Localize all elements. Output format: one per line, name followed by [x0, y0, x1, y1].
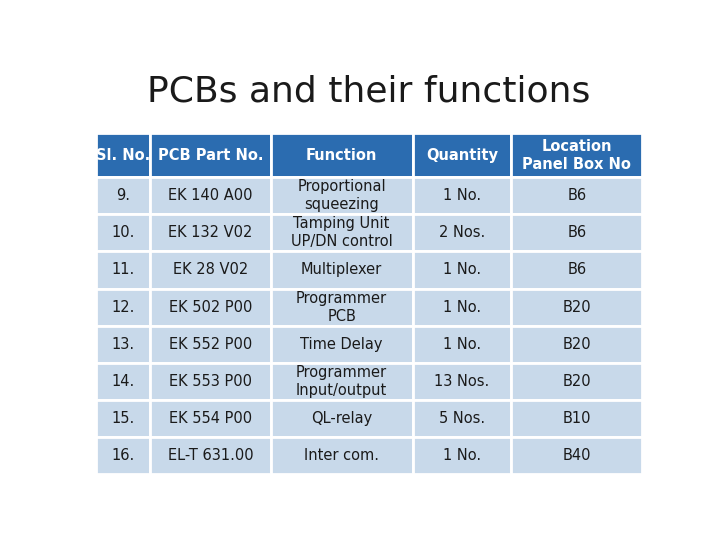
Text: EK 553 P00: EK 553 P00	[169, 374, 252, 389]
Text: 2 Nos.: 2 Nos.	[438, 225, 485, 240]
Bar	[150, 288, 271, 326]
Text: EK 502 P00: EK 502 P00	[168, 300, 252, 315]
Text: 13 Nos.: 13 Nos.	[434, 374, 490, 389]
Text: 14.: 14.	[112, 374, 135, 389]
Bar	[413, 214, 511, 252]
Bar	[96, 363, 150, 400]
Text: Programmer
Input/output: Programmer Input/output	[296, 365, 387, 398]
Bar	[413, 400, 511, 437]
Text: Proportional
squeezing: Proportional squeezing	[297, 179, 386, 212]
Text: 9.: 9.	[116, 188, 130, 203]
Text: Quantity: Quantity	[426, 148, 498, 163]
Bar	[413, 437, 511, 474]
Text: 1 No.: 1 No.	[443, 262, 481, 278]
Bar	[271, 326, 413, 363]
Bar	[96, 400, 150, 437]
Bar	[511, 252, 642, 288]
Bar	[413, 177, 511, 214]
Text: Inter com.: Inter com.	[304, 448, 379, 463]
Text: 11.: 11.	[112, 262, 135, 278]
Bar	[150, 177, 271, 214]
Bar	[150, 214, 271, 252]
Text: B6: B6	[567, 188, 586, 203]
Text: Location
Panel Box No: Location Panel Box No	[523, 139, 631, 172]
Text: 1 No.: 1 No.	[443, 448, 481, 463]
Text: 16.: 16.	[112, 448, 135, 463]
Bar	[96, 252, 150, 288]
Text: 1 No.: 1 No.	[443, 188, 481, 203]
Bar	[511, 400, 642, 437]
Text: QL-relay: QL-relay	[311, 411, 372, 426]
Text: Sl. No.: Sl. No.	[96, 148, 150, 163]
Bar	[150, 326, 271, 363]
Text: 13.: 13.	[112, 337, 135, 352]
Bar	[271, 214, 413, 252]
Bar	[413, 326, 511, 363]
Text: 5 Nos.: 5 Nos.	[439, 411, 485, 426]
Bar	[96, 437, 150, 474]
Bar	[271, 252, 413, 288]
Text: B6: B6	[567, 225, 586, 240]
Bar	[271, 288, 413, 326]
Text: B40: B40	[562, 448, 591, 463]
Bar	[150, 437, 271, 474]
Bar	[413, 133, 511, 177]
Bar	[271, 133, 413, 177]
Text: B10: B10	[562, 411, 591, 426]
Text: EK 28 V02: EK 28 V02	[173, 262, 248, 278]
Bar	[150, 400, 271, 437]
Bar	[271, 177, 413, 214]
Text: 1 No.: 1 No.	[443, 300, 481, 315]
Bar	[511, 326, 642, 363]
Bar	[96, 288, 150, 326]
Bar	[96, 177, 150, 214]
Text: B20: B20	[562, 374, 591, 389]
Text: 12.: 12.	[111, 300, 135, 315]
Text: EK 552 P00: EK 552 P00	[168, 337, 252, 352]
Text: EK 132 V02: EK 132 V02	[168, 225, 253, 240]
Text: B6: B6	[567, 262, 586, 278]
Bar	[511, 288, 642, 326]
Text: EL-T 631.00: EL-T 631.00	[168, 448, 253, 463]
Bar	[150, 133, 271, 177]
Text: Multiplexer: Multiplexer	[301, 262, 382, 278]
Bar	[150, 252, 271, 288]
Text: Time Delay: Time Delay	[300, 337, 383, 352]
Bar	[511, 437, 642, 474]
Text: EK 554 P00: EK 554 P00	[169, 411, 252, 426]
Bar	[150, 363, 271, 400]
Bar	[511, 214, 642, 252]
Bar	[413, 363, 511, 400]
Text: PCBs and their functions: PCBs and their functions	[148, 75, 590, 109]
Text: 15.: 15.	[112, 411, 135, 426]
Text: PCB Part No.: PCB Part No.	[158, 148, 264, 163]
Text: B20: B20	[562, 337, 591, 352]
Text: Programmer
PCB: Programmer PCB	[296, 291, 387, 323]
Text: Function: Function	[306, 148, 377, 163]
Bar	[511, 177, 642, 214]
Bar	[413, 252, 511, 288]
Bar	[96, 133, 150, 177]
Bar	[271, 400, 413, 437]
Text: 1 No.: 1 No.	[443, 337, 481, 352]
Text: Tamping Unit
UP/DN control: Tamping Unit UP/DN control	[291, 217, 392, 249]
Bar	[413, 288, 511, 326]
Bar	[271, 363, 413, 400]
Text: B20: B20	[562, 300, 591, 315]
Bar	[511, 133, 642, 177]
Bar	[96, 214, 150, 252]
Text: EK 140 A00: EK 140 A00	[168, 188, 253, 203]
Bar	[96, 326, 150, 363]
Bar	[511, 363, 642, 400]
Bar	[271, 437, 413, 474]
Text: 10.: 10.	[111, 225, 135, 240]
